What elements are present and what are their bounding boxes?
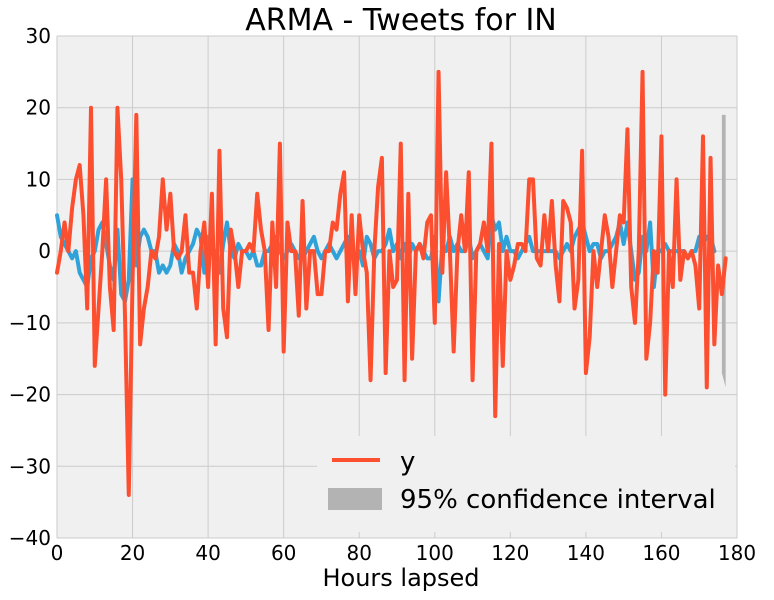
legend: y 95% confidence interval — [317, 436, 735, 532]
series-layer — [55, 69, 728, 497]
series-line-y — [55, 69, 728, 497]
y-tick-label: 0 — [38, 239, 51, 263]
x-tick-label: 0 — [51, 541, 64, 565]
y-tick-label: −10 — [9, 311, 51, 335]
x-tick-label: 40 — [195, 541, 220, 565]
legend-label-y: y — [400, 447, 415, 477]
y-tick-label: 20 — [26, 96, 51, 120]
confidence-interval-band — [721, 114, 726, 388]
x-tick-label: 160 — [642, 541, 680, 565]
confidence-interval-layer — [721, 114, 726, 388]
x-tick-label: 80 — [346, 541, 371, 565]
y-tick-label: −20 — [9, 383, 51, 407]
legend-label-ci: 95% confidence interval — [400, 485, 716, 515]
series-line-fitted — [55, 177, 717, 304]
chart-title: ARMA - Tweets for IN — [245, 3, 556, 38]
x-axis-label: Hours lapsed — [322, 564, 479, 592]
x-tick-label: 140 — [567, 541, 605, 565]
x-tick-label: 60 — [271, 541, 296, 565]
y-tick-label: −40 — [9, 526, 51, 550]
legend-background — [317, 436, 735, 532]
x-tick-label: 100 — [416, 541, 454, 565]
legend-swatch-ci — [328, 488, 382, 510]
x-tick-label: 180 — [718, 541, 756, 565]
y-tick-label: −30 — [9, 454, 51, 478]
x-tick-label: 120 — [491, 541, 529, 565]
y-tick-label: 10 — [26, 167, 51, 191]
y-tick-label: 30 — [26, 24, 51, 48]
tick-labels: 0 20 40 60 80 100 120 140 160 180 −40 −30 −20 −10 0 10 2… — [9, 24, 756, 565]
x-tick-label: 20 — [120, 541, 145, 565]
